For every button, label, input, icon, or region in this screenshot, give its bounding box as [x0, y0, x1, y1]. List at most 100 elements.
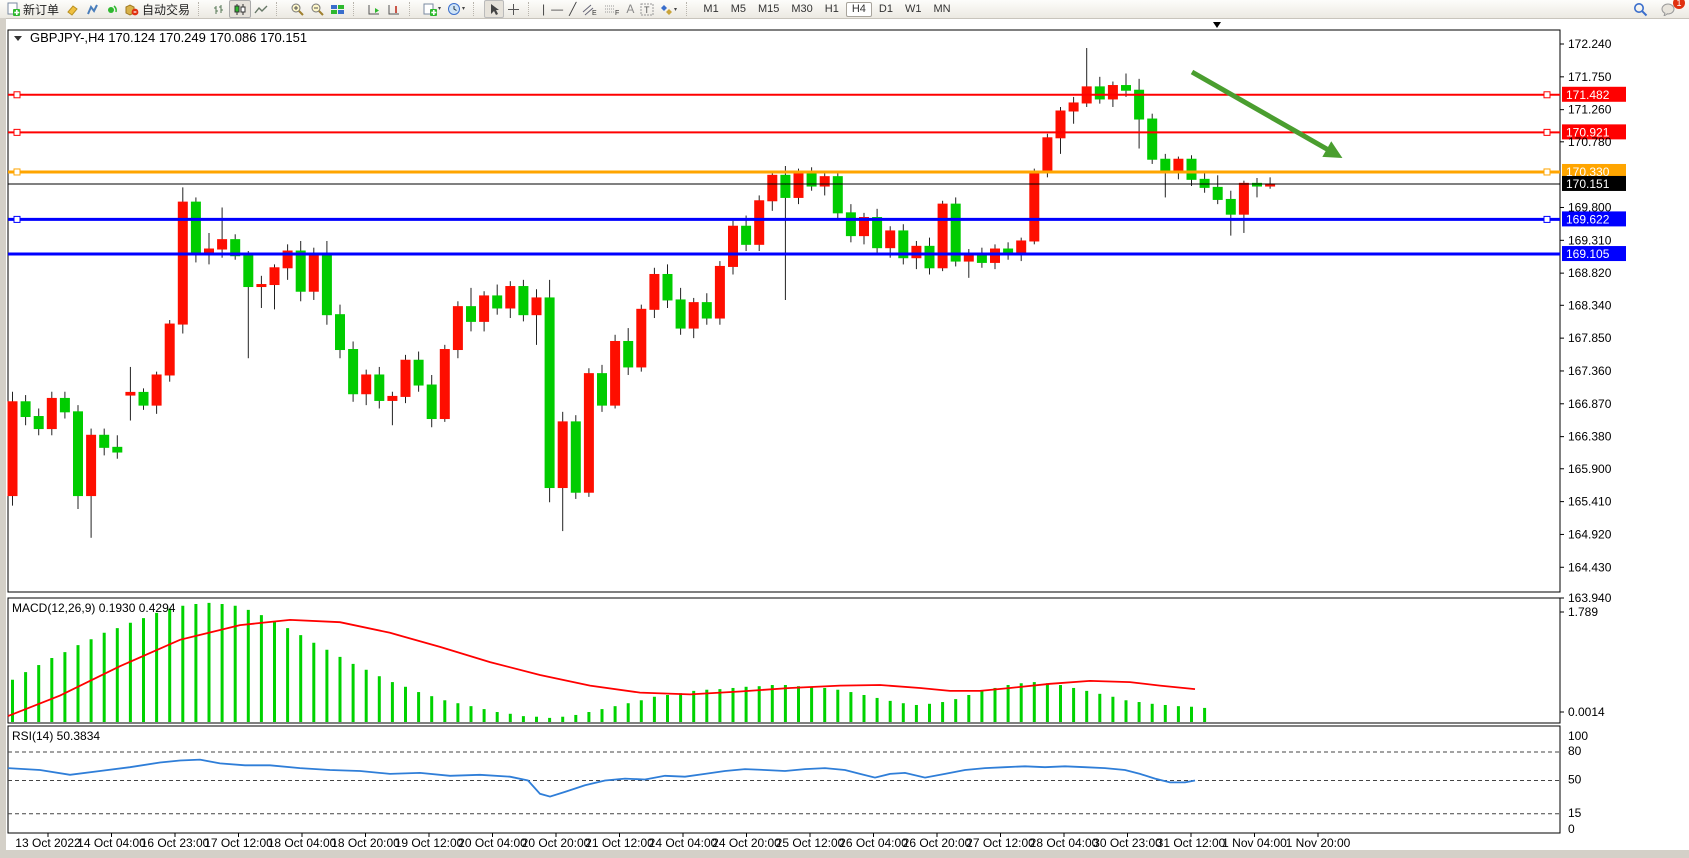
shapes-dropdown-button[interactable]: [657, 1, 681, 17]
time-label: 31 Oct 12:00: [1157, 836, 1226, 850]
text-tool-button[interactable]: A: [626, 2, 635, 16]
auto-scroll-button[interactable]: [364, 1, 384, 17]
svg-text:169.105: 169.105: [1566, 247, 1610, 261]
time-label: 16 Oct 23:00: [141, 836, 210, 850]
candle: [780, 174, 791, 198]
time-label: 18 Oct 04:00: [268, 836, 337, 850]
timeframe-h4[interactable]: H4: [845, 1, 872, 17]
svg-text:170.330: 170.330: [1566, 165, 1610, 179]
candle: [151, 374, 162, 406]
timeframe-d1[interactable]: D1: [878, 2, 893, 15]
search-icon: [1634, 2, 1648, 16]
chart-area[interactable]: 171.482 170.921 170.330 170.151 169.622 169.1…: [0, 18, 1689, 858]
candle: [976, 255, 987, 263]
candle: [1121, 85, 1131, 91]
indicator-icon: [423, 3, 442, 16]
candle: [243, 255, 254, 288]
candle: [741, 225, 752, 245]
line-chart-button[interactable]: [251, 1, 271, 17]
eraser-icon: [67, 4, 78, 16]
candle: [20, 401, 31, 418]
candle: [321, 252, 332, 316]
eraser-button[interactable]: [62, 1, 82, 17]
hlines-group: [8, 91, 1560, 256]
signal-button[interactable]: [102, 1, 122, 17]
vline-tool-button[interactable]: |: [542, 2, 546, 16]
rsi-pane[interactable]: [7, 725, 1561, 834]
candle: [845, 212, 856, 237]
search-button[interactable]: [1630, 1, 1651, 17]
auto-trading-button[interactable]: 自动交易: [122, 1, 193, 17]
toolbar-separator: [473, 2, 479, 16]
trendline-tool-button[interactable]: ╱: [569, 2, 577, 16]
bar-chart-button[interactable]: [209, 1, 229, 17]
crosshair-tool-button[interactable]: [504, 1, 523, 17]
zoom-in-button[interactable]: [287, 1, 307, 17]
price-tick: 172.240: [1568, 37, 1612, 51]
zoom-out-button[interactable]: [307, 1, 327, 17]
svg-text:1.789: 1.789: [1568, 605, 1598, 619]
candle: [767, 174, 778, 202]
label-tool-button[interactable]: T: [637, 1, 657, 17]
tile-windows-button[interactable]: [327, 1, 348, 17]
candle: [99, 434, 110, 448]
timeframe-w1[interactable]: W1: [904, 2, 922, 15]
timeframe-group: M1 M5 M15 M30 H1 H4 D1 W1 MN: [694, 0, 959, 18]
price-tick: 164.920: [1568, 527, 1612, 541]
new-order-icon: [7, 2, 20, 16]
candle: [872, 217, 883, 249]
candlestick-chart-button[interactable]: [229, 0, 252, 18]
period-icon: [448, 3, 466, 15]
timeframe-m30[interactable]: M30: [791, 2, 813, 15]
channel-tool-button[interactable]: E: [579, 1, 601, 17]
candle: [400, 359, 411, 397]
candle: [426, 384, 437, 420]
new-order-button[interactable]: 新订单: [3, 1, 62, 17]
timeframe-m1[interactable]: M1: [703, 2, 719, 15]
fibonacci-tool-button[interactable]: F: [601, 1, 623, 17]
candle: [1042, 137, 1053, 174]
candle: [819, 176, 830, 187]
candle: [86, 434, 97, 497]
trend-arrow-head: [1322, 141, 1343, 158]
shapes-icon: [661, 4, 678, 15]
candle: [112, 446, 123, 453]
price-tick: 168.820: [1568, 266, 1612, 280]
price-badge: [1562, 246, 1626, 262]
candle: [1160, 158, 1171, 172]
indicators-button[interactable]: [420, 1, 444, 17]
candle: [675, 299, 686, 329]
notifications-button[interactable]: 1: [1657, 0, 1685, 17]
main-pane[interactable]: [7, 29, 1561, 593]
chart-shift-button[interactable]: [384, 1, 404, 17]
svg-text:169.622: 169.622: [1566, 212, 1610, 226]
timeframe-m15[interactable]: M15: [757, 2, 780, 15]
timeframe-h1[interactable]: H1: [824, 2, 839, 15]
rsi-label: RSI(14) 50.3834: [12, 729, 100, 743]
timeframe-m5[interactable]: M5: [730, 2, 746, 15]
candle: [505, 286, 516, 309]
toolbar-separator: [528, 2, 534, 16]
time-label: 26 Oct 04:00: [839, 836, 908, 850]
hline-tool-button[interactable]: —: [551, 2, 564, 16]
periods-button[interactable]: [444, 1, 468, 17]
chart-title: GBPJPY-,H4 170.124 170.249 170.086 170.1…: [30, 30, 307, 45]
candle: [701, 302, 712, 319]
time-label: 20 Oct 20:00: [522, 836, 591, 850]
price-tick: 171.260: [1568, 103, 1612, 117]
channel-icon: E: [583, 4, 597, 16]
candle: [885, 230, 896, 249]
candle: [1173, 158, 1184, 172]
candle: [479, 295, 490, 322]
cursor-tool-button[interactable]: [484, 0, 505, 18]
symbol-dropdown-icon[interactable]: [14, 36, 22, 41]
timeframe-mn[interactable]: MN: [933, 2, 951, 15]
candle: [570, 421, 581, 493]
candle: [544, 297, 555, 489]
candle: [492, 295, 503, 309]
profiles-button[interactable]: [82, 1, 102, 17]
trend-arrow[interactable]: [1190, 69, 1334, 155]
candle: [1134, 89, 1145, 120]
